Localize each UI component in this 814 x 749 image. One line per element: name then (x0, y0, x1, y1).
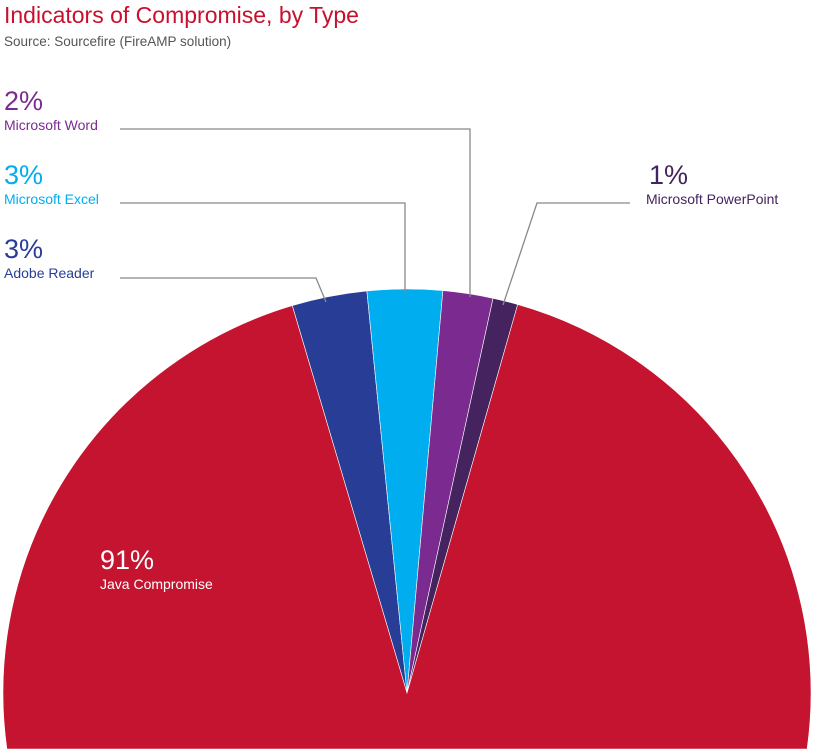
label-word: 2% Microsoft Word (4, 86, 98, 134)
label-excel-name: Microsoft Excel (4, 191, 99, 207)
label-excel: 3% Microsoft Excel (4, 160, 99, 208)
label-adobe-value: 3% (4, 234, 44, 264)
chart-title: Indicators of Compromise, by Type (4, 2, 359, 28)
label-java-name: Java Compromise (100, 576, 213, 592)
label-word-value: 2% (4, 86, 44, 116)
label-excel-value: 3% (4, 160, 44, 190)
label-powerpoint: 1% Microsoft PowerPoint (646, 160, 778, 208)
leader-line-excel (120, 202, 406, 294)
label-adobe: 3% Adobe Reader (4, 234, 94, 282)
label-powerpoint-value: 1% (649, 160, 689, 190)
pie-slice-java-compromise (2, 304, 812, 749)
label-powerpoint-name: Microsoft PowerPoint (646, 191, 779, 207)
leader-line-word (120, 128, 471, 297)
leader-line-powerpoint (502, 202, 630, 306)
leader-line-adobe (120, 277, 327, 303)
label-java: 91% Java Compromise (100, 545, 213, 593)
label-java-value: 91% (100, 545, 155, 575)
label-word-name: Microsoft Word (4, 117, 98, 133)
chart-subtitle: Source: Sourcefire (FireAMP solution) (4, 34, 232, 49)
label-adobe-name: Adobe Reader (4, 265, 95, 281)
